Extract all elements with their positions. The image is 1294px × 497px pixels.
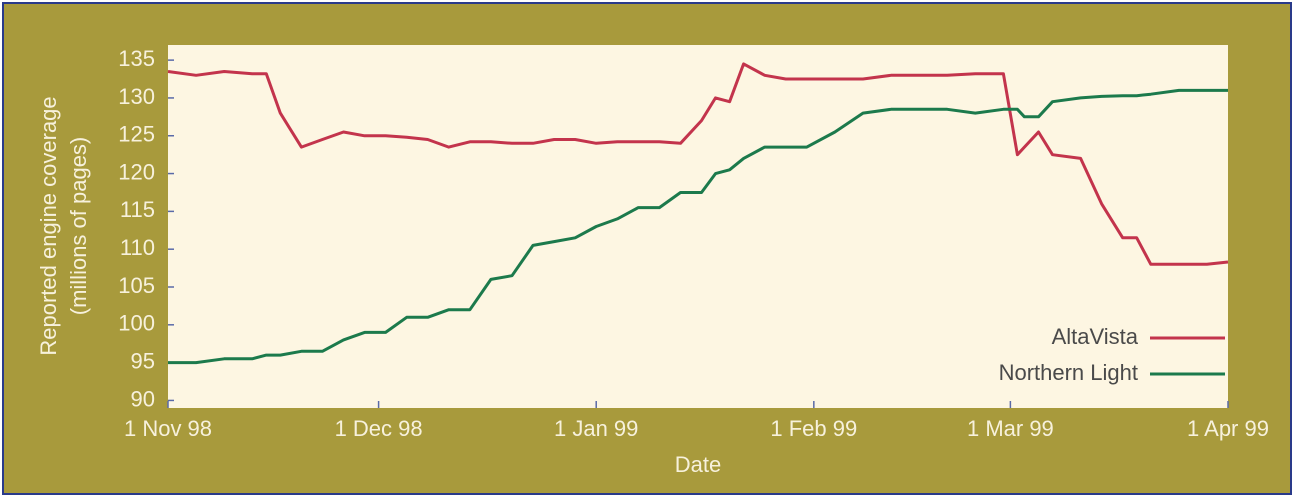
y-axis-label: Reported engine coverage [36,96,61,355]
y-tick-label: 120 [118,159,155,184]
x-tick-label: 1 Nov 98 [124,416,212,441]
y-tick-label: 135 [118,46,155,71]
y-tick-label: 95 [131,348,155,373]
x-tick-label: 1 Mar 99 [967,416,1054,441]
y-tick-label: 110 [120,235,155,260]
y-tick-label: 105 [118,273,155,298]
legend-label: AltaVista [1052,324,1139,349]
x-tick-label: 1 Jan 99 [554,416,638,441]
series-line [167,62,1229,266]
y-tick-label: 115 [120,197,155,222]
legend-label: Northern Light [999,360,1138,385]
y-tick-label: 125 [118,122,155,147]
x-axis-label: Date [675,452,721,477]
y-axis-label: (millions of pages) [66,137,91,316]
y-tick-label: 100 [118,311,155,336]
series-line [168,88,1228,365]
x-tick-label: 1 Dec 98 [335,416,423,441]
y-tick-label: 90 [131,386,155,411]
y-tick-label: 130 [118,84,155,109]
plot-area [168,45,1228,408]
x-tick-label: 1 Apr 99 [1187,416,1269,441]
x-tick-label: 1 Feb 99 [770,416,857,441]
